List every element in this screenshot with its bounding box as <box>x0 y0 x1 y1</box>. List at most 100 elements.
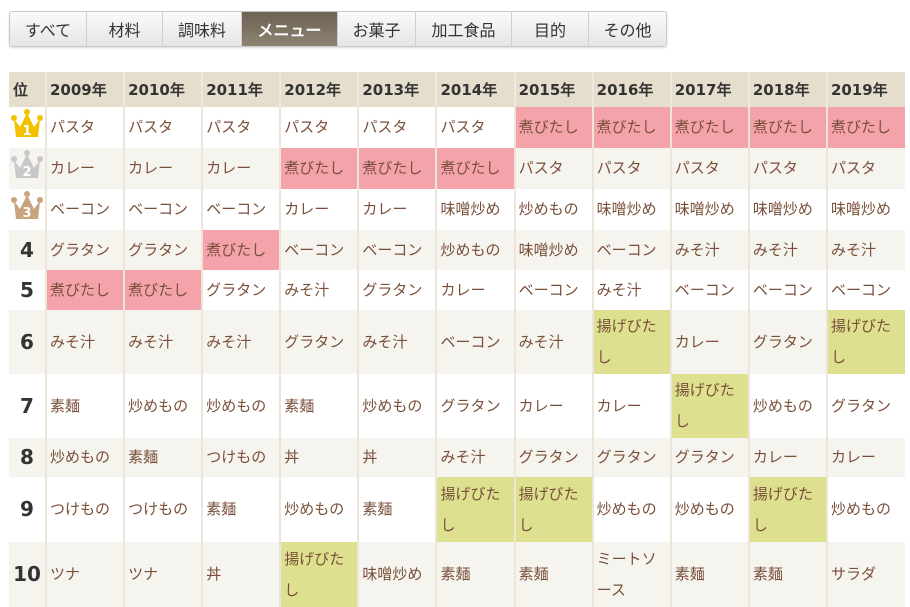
ranking-cell: 煮びたし <box>513 107 593 148</box>
tab-5[interactable]: 加工食品 <box>416 12 512 46</box>
ranking-cell: 素麺 <box>357 477 437 542</box>
svg-text:1: 1 <box>22 124 31 139</box>
ranking-cell: カレー <box>201 148 281 189</box>
ranking-cell: カレー <box>123 148 203 189</box>
table-row: 4 グラタン グラタン 煮びたし ベーコン ベーコン 炒めもの 味噌炒め ベーコン みそ汁 みそ汁み… <box>9 230 906 270</box>
ranking-cell: 丼 <box>201 542 281 607</box>
ranking-cell: 味噌炒め <box>357 542 437 607</box>
ranking-cell: ベーコン <box>513 270 593 310</box>
ranking-cell: みそ汁 <box>123 310 203 374</box>
ranking-cell: 素麺 <box>201 477 281 542</box>
ranking-cell: グラタン <box>513 438 593 477</box>
year-header: 2012年 <box>279 72 359 107</box>
ranking-cell: パスタ <box>513 148 593 189</box>
ranking-cell: 炒めもの <box>201 374 281 438</box>
tab-6[interactable]: 目的 <box>512 12 589 46</box>
ranking-cell: 煮びたし <box>747 107 827 148</box>
ranking-cell: 炒めもの <box>44 438 125 477</box>
ranking-cell: 素麺 <box>123 438 203 477</box>
ranking-cell: 揚げびたし <box>825 310 906 374</box>
tab-7[interactable]: その他 <box>589 12 666 46</box>
ranking-cell: グラタン <box>747 310 827 374</box>
ranking-cell: 味噌炒め <box>747 189 827 230</box>
tab-0[interactable]: すべて <box>10 12 87 46</box>
ranking-cell: みそ汁 <box>513 310 593 374</box>
ranking-cell: つけもの <box>123 477 203 542</box>
ranking-cell: ツナ <box>44 542 125 607</box>
ranking-cell: パスタ <box>825 148 906 189</box>
year-header: 2018年 <box>747 72 827 107</box>
ranking-cell: カレー <box>435 270 515 310</box>
ranking-cell: グラタン <box>279 310 359 374</box>
ranking-cell: ベーコン <box>825 270 906 310</box>
table-row: 2 カレー カレー カレー 煮びたし 煮びたし 煮びたし パスタ パスタ パスタ パスタ パスタ <box>9 148 906 189</box>
ranking-cell: グラタン <box>435 374 515 438</box>
table-header-row: 位 2009年 2010年 2011年 2012年 2013年 2014年 2015年 201… <box>9 72 906 107</box>
year-header: 2009年 <box>44 72 125 107</box>
rank-number: 6 <box>9 310 46 374</box>
ranking-cell: 丼 <box>279 438 359 477</box>
ranking-cell: ベーコン <box>669 270 749 310</box>
rank-header: 位 <box>9 72 46 107</box>
ranking-cell: サラダ <box>825 542 906 607</box>
ranking-cell: カレー <box>44 148 125 189</box>
ranking-cell: 素麺 <box>513 542 593 607</box>
table-row: 6 みそ汁 みそ汁 みそ汁 グラタン みそ汁 ベーコン みそ汁 揚げびたし カレー グラタン 揚げびた… <box>9 310 906 374</box>
ranking-cell: 炒めもの <box>747 374 827 438</box>
tab-4[interactable]: お菓子 <box>338 12 416 46</box>
ranking-cell: みそ汁 <box>747 230 827 270</box>
ranking-cell: みそ汁 <box>357 310 437 374</box>
ranking-cell: 丼 <box>357 438 437 477</box>
ranking-cell: みそ汁 <box>669 230 749 270</box>
year-header: 2013年 <box>357 72 437 107</box>
table-row: 3 ベーコン ベーコン ベーコン カレー カレー 味噌炒め 炒めもの 味噌炒め 味噌炒め 味噌炒め味… <box>9 189 906 230</box>
ranking-cell: グラタン <box>201 270 281 310</box>
ranking-cell: 煮びたし <box>435 148 515 189</box>
ranking-cell: 素麺 <box>669 542 749 607</box>
tab-2[interactable]: 調味料 <box>163 12 242 46</box>
ranking-cell: 揚げびたし <box>591 310 671 374</box>
ranking-cell: カレー <box>279 189 359 230</box>
gold-crown-icon: 1 <box>9 107 46 148</box>
ranking-cell: 炒めもの <box>123 374 203 438</box>
ranking-cell: つけもの <box>201 438 281 477</box>
year-header: 2017年 <box>669 72 749 107</box>
year-header: 2016年 <box>591 72 671 107</box>
svg-text:3: 3 <box>22 206 31 221</box>
table-row: 7 素麺 炒めもの 炒めもの 素麺 炒めもの グラタン カレー カレー 揚げびたし 炒めもの グラタン <box>9 374 906 438</box>
ranking-cell: 炒めもの <box>513 189 593 230</box>
ranking-cell: ベーコン <box>123 189 203 230</box>
year-header: 2010年 <box>123 72 203 107</box>
ranking-cell: 煮びたし <box>44 270 125 310</box>
ranking-cell: みそ汁 <box>591 270 671 310</box>
ranking-cell: パスタ <box>123 107 203 148</box>
ranking-cell: カレー <box>669 310 749 374</box>
table-row: 10 ツナ ツナ丼揚げびたし 味噌炒め 素麺 素麺 ミートソース 素麺 素麺 サラダ <box>9 542 906 607</box>
ranking-cell: みそ汁 <box>44 310 125 374</box>
ranking-cell: 煮びたし <box>123 270 203 310</box>
ranking-cell: カレー <box>825 438 906 477</box>
ranking-cell: 炒めもの <box>435 230 515 270</box>
rank-number: 7 <box>20 393 34 418</box>
ranking-cell: ベーコン <box>279 230 359 270</box>
ranking-cell: みそ汁 <box>201 310 281 374</box>
table-row: 1 パスタ パスタ パスタ パスタ パスタ パスタ 煮びたし 煮びたし 煮びたし 煮びたし 煮びたし <box>9 107 906 148</box>
ranking-cell: 味噌炒め <box>825 189 906 230</box>
ranking-cell: 素麺 <box>44 374 125 438</box>
ranking-cell: パスタ <box>435 107 515 148</box>
year-header: 2015年 <box>513 72 593 107</box>
ranking-cell: 煮びたし <box>591 107 671 148</box>
ranking-cell: みそ汁 <box>279 270 359 310</box>
tab-1[interactable]: 材料 <box>87 12 163 46</box>
ranking-cell: ミートソース <box>591 542 671 607</box>
rank-number: 9 <box>20 497 34 521</box>
bronze-crown-icon: 3 <box>9 189 46 230</box>
ranking-cell: 煮びたし <box>669 107 749 148</box>
ranking-cell: グラタン <box>591 438 671 477</box>
tab-3[interactable]: メニュー <box>242 12 338 46</box>
ranking-cell: カレー <box>591 374 671 438</box>
ranking-cell: 炒めもの <box>825 477 906 542</box>
ranking-cell: カレー <box>747 438 827 477</box>
ranking-cell: 揚げびたし <box>747 477 827 542</box>
table-row: 5 煮びたし 煮びたし グラタン みそ汁 グラタン カレー ベーコン みそ汁 ベーコン ベーコン ベー… <box>9 270 906 310</box>
